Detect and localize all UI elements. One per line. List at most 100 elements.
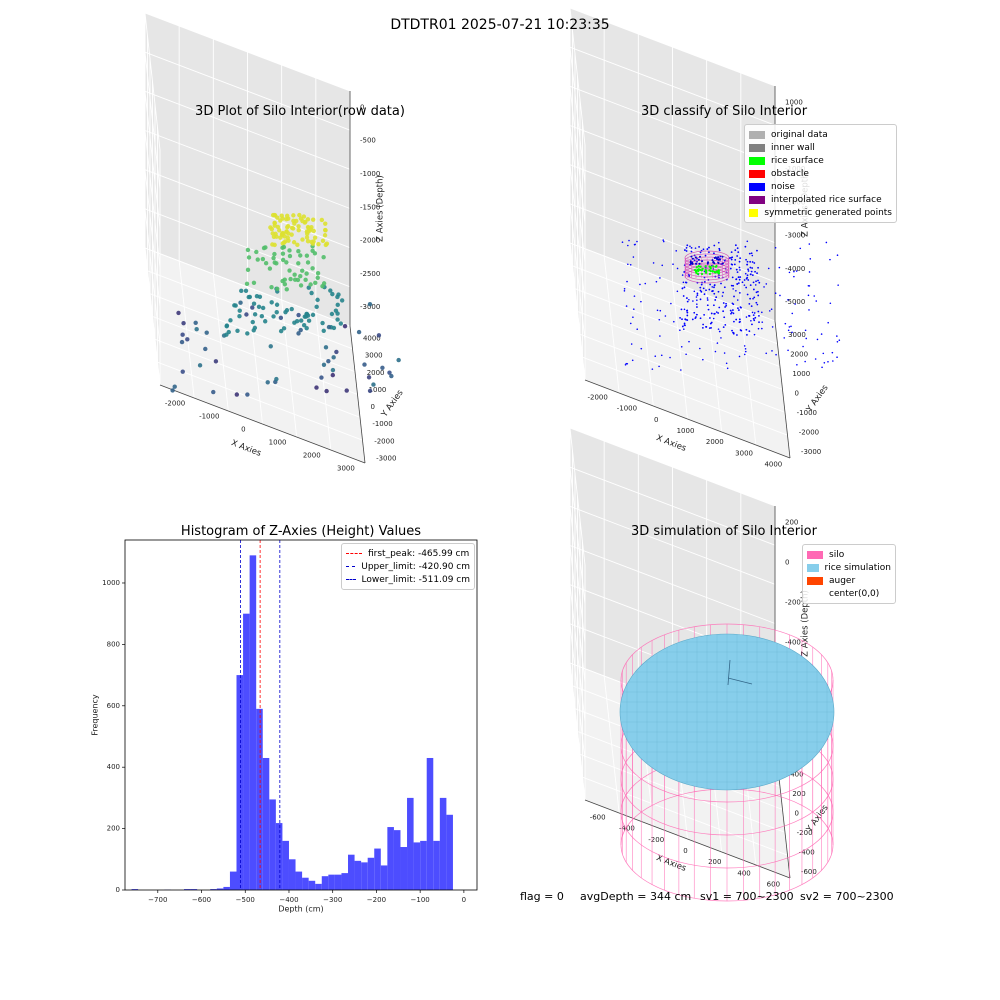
x-tick-label: 2000 [706, 438, 724, 446]
noise-point [805, 337, 808, 340]
noise-point [793, 275, 795, 278]
noise-point [753, 296, 756, 299]
noise-point [654, 355, 657, 358]
data-point [251, 301, 257, 306]
rice-surface-point [697, 264, 700, 268]
histogram-bar [229, 871, 237, 890]
x-tick-label: 600 [767, 880, 780, 888]
noise-point [693, 259, 696, 262]
data-point [226, 329, 231, 335]
legend-swatch [749, 130, 765, 139]
data-point [322, 227, 328, 233]
noise-point [814, 358, 817, 360]
noise-point [683, 322, 686, 325]
noise-point [746, 260, 749, 263]
noise-point [712, 317, 715, 320]
noise-point [686, 309, 689, 312]
z-tick-label: -4000 [785, 265, 805, 273]
noise-point [735, 318, 738, 321]
data-point [331, 355, 336, 360]
noise-point [713, 284, 716, 286]
histogram-bar [249, 555, 257, 890]
noise-point [688, 340, 690, 343]
y-axis-line [774, 320, 791, 459]
noise-point [658, 365, 660, 368]
data-point [330, 367, 336, 373]
noise-point [730, 284, 733, 287]
y-tick-label: -3000 [801, 448, 821, 456]
rice-surface-point [717, 269, 720, 272]
noise-point [732, 303, 735, 306]
noise-point [718, 330, 721, 333]
data-point [237, 308, 242, 313]
data-point [308, 226, 313, 232]
data-point [278, 218, 283, 223]
histogram-plot: −700 −600 −500 −400 −300 −200 −100 0 0 200 400 600 8… [91, 539, 478, 914]
data-point [326, 358, 331, 364]
noise-point [758, 321, 760, 324]
legend-swatch [807, 590, 823, 598]
noise-point [686, 314, 689, 317]
noise-point [750, 305, 753, 308]
noise-point [735, 278, 738, 280]
grid-line [569, 46, 776, 126]
y-tick-label: 3000 [788, 331, 806, 339]
y-tick-label: -3000 [376, 454, 396, 462]
noise-point [754, 270, 756, 273]
y-tick-label: -400 [799, 849, 815, 857]
noise-point [807, 294, 810, 297]
noise-point [659, 309, 662, 312]
noise-point [710, 312, 713, 315]
noise-point [686, 311, 689, 314]
data-point [313, 280, 318, 286]
noise-point [715, 296, 718, 299]
noise-point [718, 249, 721, 252]
y-tick-label: 1000 [102, 579, 120, 587]
histogram-bar [236, 675, 244, 890]
simulation-legend: silo rice simulation auger center(0,0) [802, 544, 896, 604]
grid-line [144, 52, 161, 190]
data-point [330, 291, 335, 297]
data-point [269, 284, 274, 290]
noise-point [752, 297, 754, 300]
data-point [298, 253, 303, 258]
y-axis-label: Frequency [91, 694, 100, 736]
data-point [306, 318, 312, 323]
data-point [316, 242, 321, 247]
z-tick-label: -1000 [360, 170, 380, 178]
noise-point [737, 276, 740, 279]
noise-point [691, 318, 694, 321]
data-point [296, 224, 301, 229]
data-point [274, 302, 280, 307]
noise-point [724, 323, 727, 326]
noise-point [682, 295, 685, 297]
noise-point [696, 260, 698, 263]
plot-frame [124, 539, 478, 891]
x-tick-label: −200 [367, 896, 386, 904]
histogram-bar [190, 889, 198, 890]
data-point [291, 218, 296, 224]
data-point [331, 325, 337, 331]
data-point [314, 385, 319, 390]
noise-point [695, 296, 698, 298]
noise-point [813, 295, 816, 297]
noise-point [731, 329, 733, 332]
data-point [304, 235, 310, 240]
noise-point [820, 333, 823, 335]
noise-point [691, 262, 694, 265]
noise-point [656, 309, 659, 312]
noise-point [758, 281, 761, 284]
noise-point [788, 326, 791, 328]
data-point [371, 382, 376, 387]
noise-point [738, 355, 741, 358]
noise-point [706, 299, 709, 301]
noise-point [822, 352, 825, 355]
noise-point [831, 351, 834, 354]
noise-point [799, 247, 802, 250]
data-point [193, 320, 198, 325]
noise-point [796, 363, 798, 366]
y-tick-label: 400 [790, 770, 803, 778]
noise-point [720, 282, 722, 285]
data-point [277, 228, 282, 233]
data-point [298, 327, 303, 333]
